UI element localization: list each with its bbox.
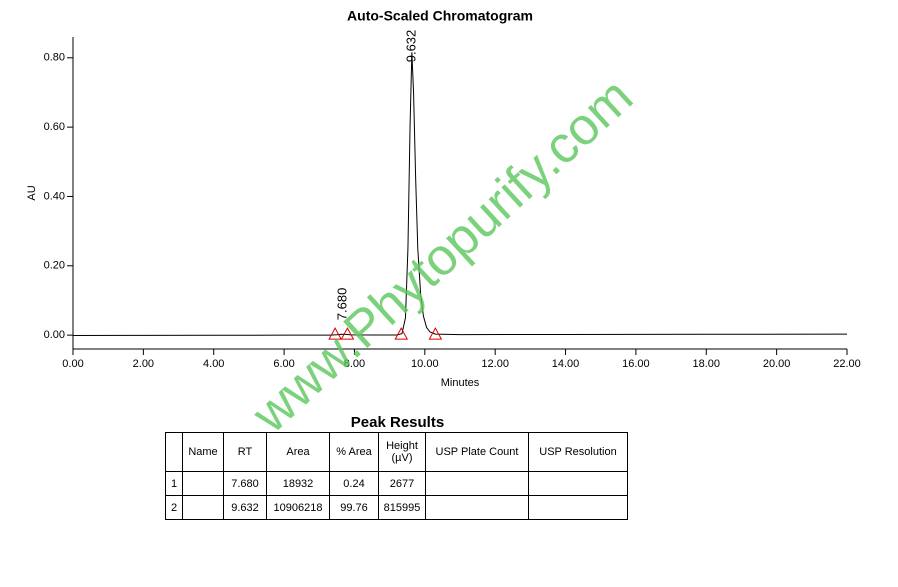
table-cell <box>182 471 224 496</box>
x-tick-label: 8.00 <box>344 358 365 370</box>
peak-marker <box>394 327 409 340</box>
y-tick-label: 0.80 <box>44 52 65 64</box>
y-tick-label: 0.00 <box>44 329 65 341</box>
table-cell <box>182 495 224 520</box>
table-cell <box>425 471 529 496</box>
table-cell: 10906218 <box>266 495 330 520</box>
peak-label: 7.680 <box>335 288 350 321</box>
table-cell: 18932 <box>266 471 330 496</box>
chromatogram-line <box>72 52 848 336</box>
table-row: 1 7.680 18932 0.24 2677 <box>165 471 628 496</box>
table-cell: 1 <box>165 471 183 496</box>
watermark: www.Phytopurify.com <box>241 67 644 444</box>
y-tick-label: 0.60 <box>44 121 65 133</box>
peak-marker <box>428 327 443 340</box>
peak-marker <box>328 327 342 340</box>
table-cell: 7.680 <box>223 471 267 496</box>
table-cell: Area <box>266 432 330 472</box>
y-tick-label: 0.40 <box>44 190 65 202</box>
table-cell <box>425 495 529 520</box>
table-cell <box>528 471 628 496</box>
x-tick-label: 10.00 <box>411 358 439 370</box>
peak-label: 9.632 <box>403 30 418 63</box>
x-tick-label: 18.00 <box>693 358 721 370</box>
table-cell: Height (µV) <box>378 432 426 472</box>
x-tick-label: 2.00 <box>133 358 154 370</box>
table-cell: 99.76 <box>329 495 379 520</box>
table-cell <box>165 432 183 472</box>
table-row: 2 9.632 10906218 99.76 815995 <box>165 495 628 520</box>
table-cell: 0.24 <box>329 471 379 496</box>
table-title: Peak Results <box>350 414 445 431</box>
y-axis-label: AU <box>26 185 38 200</box>
table-cell: 815995 <box>378 495 426 520</box>
x-tick-label: 12.00 <box>481 358 509 370</box>
x-tick-label: 4.00 <box>203 358 224 370</box>
peak-table: Name RT Area% Area Height (µV) USP Plate Cou… <box>165 432 628 520</box>
chart-title: Auto-Scaled Chromatogram <box>347 8 533 24</box>
x-tick-label: 22.00 <box>833 358 861 370</box>
x-tick-label: 6.00 <box>273 358 294 370</box>
table-cell <box>528 495 628 520</box>
table-cell: 9.632 <box>223 495 267 520</box>
x-tick-label: 20.00 <box>763 358 791 370</box>
table-cell: % Area <box>329 432 379 472</box>
table-cell: Name <box>182 432 224 472</box>
x-tick-label: 14.00 <box>552 358 580 370</box>
x-tick-label: 0.00 <box>62 358 83 370</box>
x-axis-label: Minutes <box>441 377 480 389</box>
table-row: Name RT Area% Area Height (µV) USP Plate Cou… <box>165 432 628 472</box>
table-cell: 2 <box>165 495 183 520</box>
y-tick-label: 0.20 <box>44 260 65 272</box>
x-tick-label: 16.00 <box>622 358 650 370</box>
table-cell: RT <box>223 432 267 472</box>
peak-marker <box>340 327 355 340</box>
table-cell: 2677 <box>378 471 426 496</box>
table-cell: USP Plate Count <box>425 432 529 472</box>
table-cell: USP Resolution <box>528 432 628 472</box>
